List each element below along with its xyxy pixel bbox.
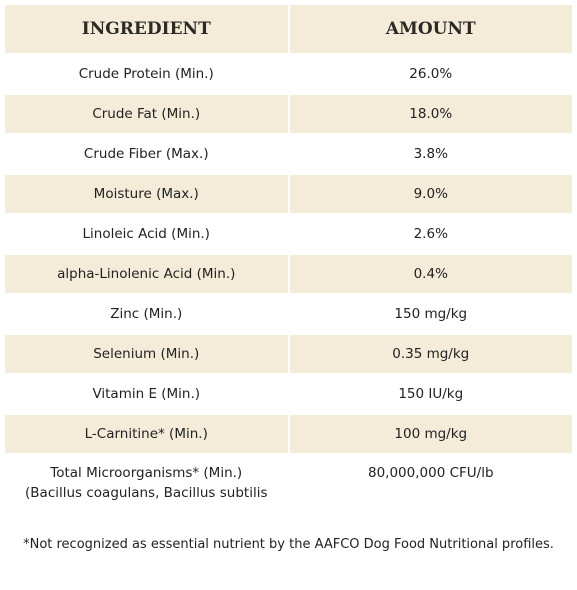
ingredient-cell: Crude Fat (Min.) [5, 95, 288, 133]
table-row: Crude Protein (Min.) 26.0% [5, 55, 572, 93]
amount-cell: 0.35 mg/kg [289, 335, 572, 373]
ingredient-cell: Crude Protein (Min.) [78, 66, 214, 82]
ingredient-cell: alpha-Linolenic Acid (Min.) [5, 255, 288, 293]
amount-cell: 150 IU/kg [398, 386, 464, 402]
ingredient-cell: Crude Fiber (Max.) [83, 146, 209, 162]
footnote: *Not recognized as essential nutrient by… [23, 537, 554, 552]
amount-cell: 80,000,000 CFU/lb [367, 465, 494, 481]
table-row: Moisture (Max.) 9.0% [5, 175, 572, 213]
amount-cell: 9.0% [289, 175, 572, 213]
nutrient-table: INGREDIENT AMOUNT Crude Protein (Min.) 26… [3, 3, 574, 521]
amount-cell: 18.0% [289, 95, 572, 133]
amount-cell: 150 mg/kg [394, 306, 468, 322]
table-row: Vitamin E (Min.) 150 IU/kg [5, 375, 572, 413]
header-cell: AMOUNT [289, 5, 572, 53]
table-row: Crude Fat (Min.) 18.0% [5, 95, 572, 133]
table-row: Selenium (Min.) 0.35 mg/kg [5, 335, 572, 373]
table-row: Total Microorganisms* (Min.) (Bacillus c… [5, 455, 572, 519]
ingredient-cell: Vitamin E (Min.) [92, 386, 201, 402]
amount-cell: 100 mg/kg [289, 415, 572, 453]
amount-cell: 26.0% [409, 66, 453, 82]
table-row: Crude Fiber (Max.) 3.8% [5, 135, 572, 173]
ingredient-cell: Total Microorganisms* (Min.) (Bacillus c… [25, 465, 268, 501]
amount-cell: 0.4% [289, 255, 572, 293]
ingredient-cell: Selenium (Min.) [5, 335, 288, 373]
ingredient-cell: Zinc (Min.) [110, 306, 183, 322]
ingredient-cell: Moisture (Max.) [5, 175, 288, 213]
ingredient-cell: Linoleic Acid (Min.) [82, 226, 210, 242]
ingredient-cell: L-Carnitine* (Min.) [5, 415, 288, 453]
table-row: Linoleic Acid (Min.) 2.6% [5, 215, 572, 253]
table-row: alpha-Linolenic Acid (Min.) 0.4% [5, 255, 572, 293]
table-row: L-Carnitine* (Min.) 100 mg/kg [5, 415, 572, 453]
table-body: Crude Protein (Min.) 26.0% Crude Fat (Min.… [5, 55, 572, 519]
amount-cell: 3.8% [413, 146, 448, 162]
table-row: Zinc (Min.) 150 mg/kg [5, 295, 572, 333]
amount-cell: 2.6% [413, 226, 448, 242]
header-cell: INGREDIENT [5, 5, 288, 53]
header-row: INGREDIENT AMOUNT [5, 5, 572, 53]
